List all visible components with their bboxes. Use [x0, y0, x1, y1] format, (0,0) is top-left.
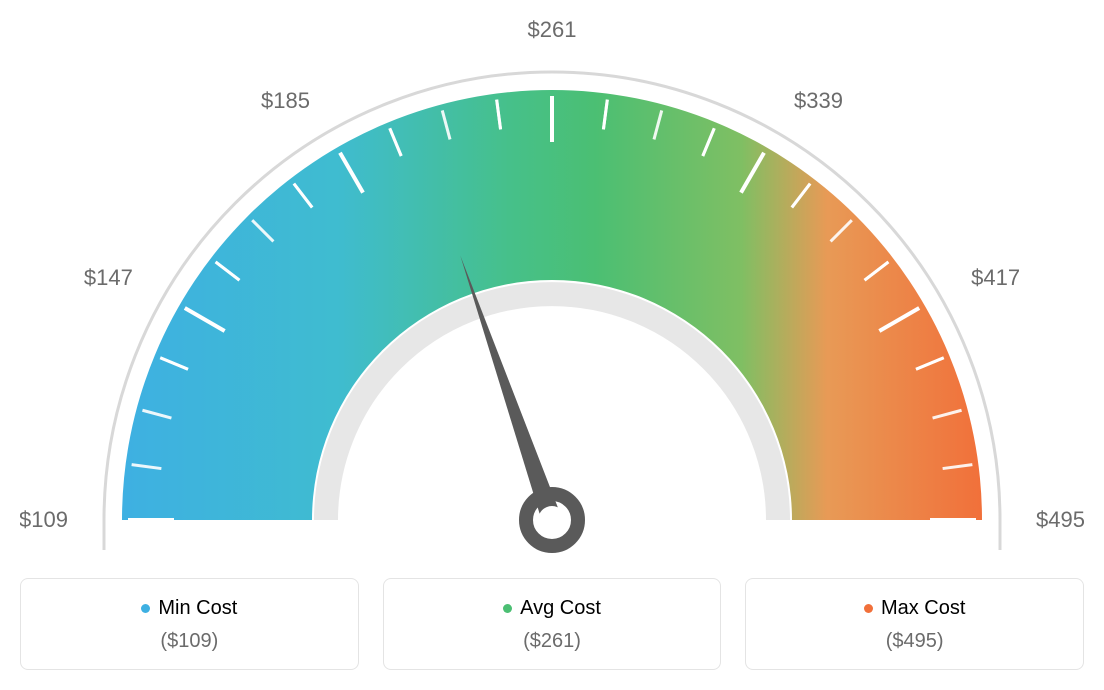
- legend-title-avg: Avg Cost: [503, 597, 601, 620]
- legend-title-min: Min Cost: [141, 597, 237, 620]
- dot-min: [141, 604, 150, 613]
- legend-card-min: Min Cost ($109): [20, 578, 359, 670]
- dot-avg: [503, 604, 512, 613]
- gauge-tick-label: $495: [1036, 507, 1084, 532]
- legend-label-min: Min Cost: [158, 597, 237, 620]
- legend-row: Min Cost ($109) Avg Cost ($261) Max Cost…: [20, 578, 1084, 670]
- legend-value-avg: ($261): [396, 630, 709, 653]
- gauge-tick-label: $261: [528, 20, 577, 42]
- legend-card-max: Max Cost ($495): [745, 578, 1084, 670]
- gauge-svg: $109 $147 $185 $261 $339 $417 $495: [20, 20, 1084, 560]
- legend-label-max: Max Cost: [881, 597, 965, 620]
- cost-gauge: $109 $147 $185 $261 $339 $417 $495: [20, 20, 1084, 560]
- legend-title-max: Max Cost: [864, 597, 965, 620]
- gauge-tick-label: $147: [84, 265, 133, 290]
- legend-card-avg: Avg Cost ($261): [383, 578, 722, 670]
- gauge-tick-label: $339: [794, 88, 843, 113]
- gauge-tick-label: $417: [971, 265, 1020, 290]
- legend-value-min: ($109): [33, 630, 346, 653]
- gauge-tick-label: $109: [20, 507, 68, 532]
- dot-max: [864, 604, 873, 613]
- legend-value-max: ($495): [758, 630, 1071, 653]
- gauge-tick-label: $185: [261, 88, 310, 113]
- legend-label-avg: Avg Cost: [520, 597, 601, 620]
